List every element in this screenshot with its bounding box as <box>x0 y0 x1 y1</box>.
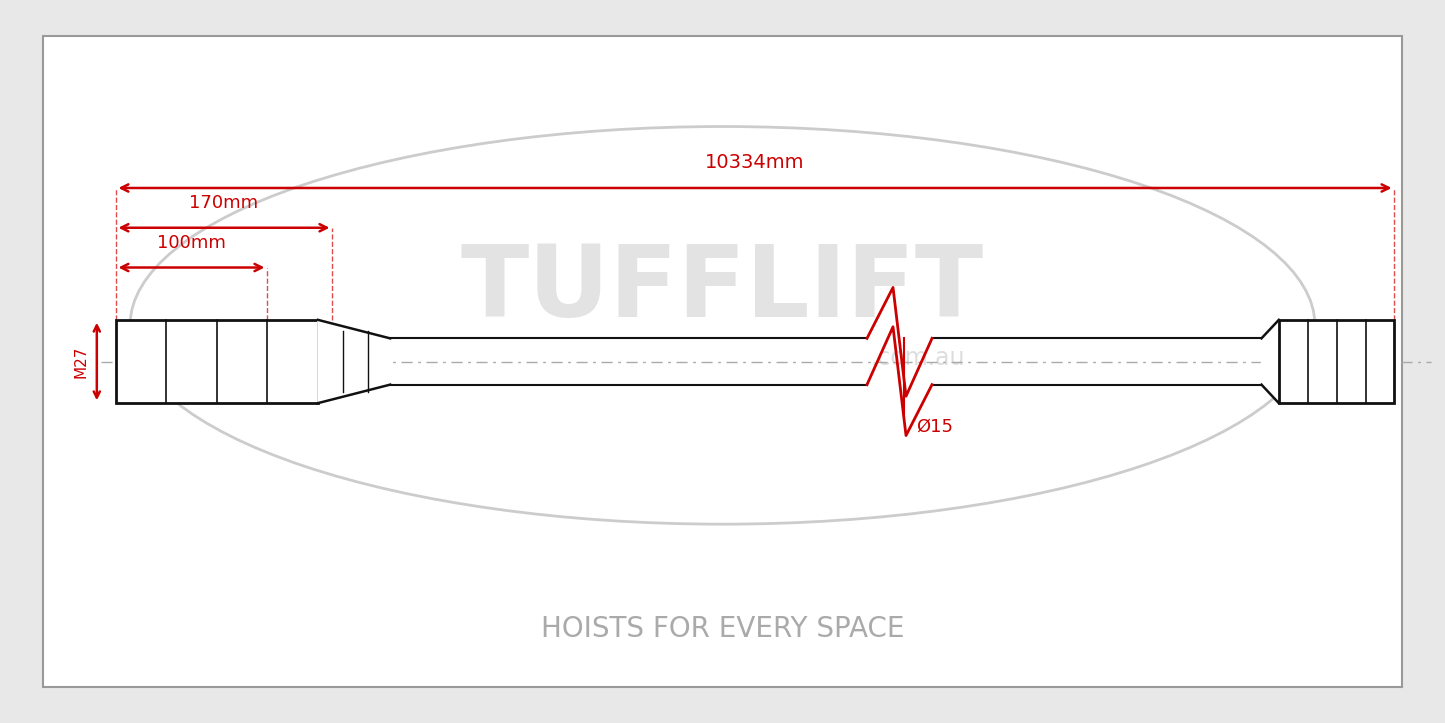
Text: HOISTS FOR EVERY SPACE: HOISTS FOR EVERY SPACE <box>540 615 905 643</box>
Polygon shape <box>1261 320 1279 403</box>
Text: 100mm: 100mm <box>158 234 225 252</box>
Text: 170mm: 170mm <box>189 194 259 212</box>
Text: TUFFLIFT: TUFFLIFT <box>461 241 984 338</box>
Bar <box>116 320 318 403</box>
Text: .com.au: .com.au <box>870 346 965 370</box>
Polygon shape <box>318 320 390 403</box>
Text: M27: M27 <box>74 346 88 377</box>
Bar <box>1279 320 1394 403</box>
Text: Ø15: Ø15 <box>916 417 952 435</box>
Text: 10334mm: 10334mm <box>705 153 805 172</box>
